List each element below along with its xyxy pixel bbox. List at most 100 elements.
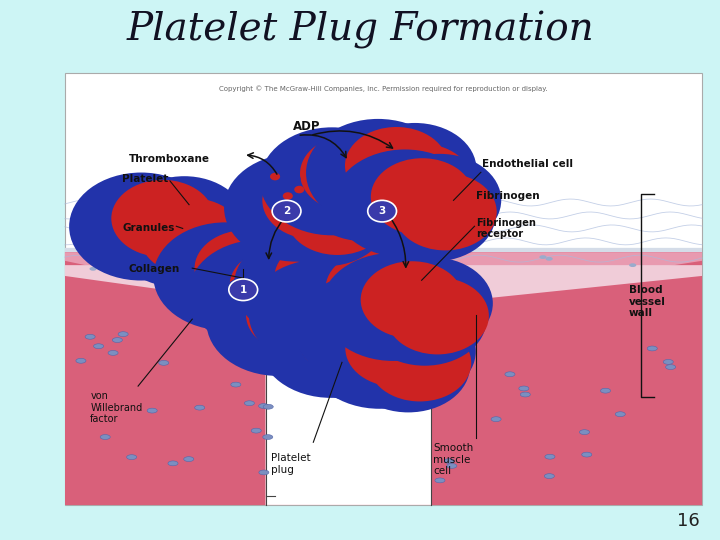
Circle shape <box>285 242 429 350</box>
Ellipse shape <box>374 342 431 374</box>
Circle shape <box>346 310 448 387</box>
Circle shape <box>297 299 400 376</box>
Circle shape <box>361 261 464 339</box>
Text: Smooth
muscle
cell: Smooth muscle cell <box>433 443 474 476</box>
Circle shape <box>394 173 497 251</box>
Circle shape <box>301 256 404 333</box>
Ellipse shape <box>147 408 157 413</box>
Ellipse shape <box>76 359 86 363</box>
Text: Granules: Granules <box>122 224 174 233</box>
Text: 3: 3 <box>379 206 386 216</box>
Circle shape <box>222 247 325 325</box>
Circle shape <box>229 279 258 301</box>
Circle shape <box>328 262 451 355</box>
Text: Thromboxane: Thromboxane <box>128 154 210 164</box>
Circle shape <box>257 265 360 342</box>
Polygon shape <box>65 265 702 304</box>
Ellipse shape <box>325 330 384 364</box>
Text: Platelet
plug: Platelet plug <box>271 453 311 475</box>
Ellipse shape <box>300 270 365 308</box>
Ellipse shape <box>582 452 592 457</box>
Circle shape <box>312 284 415 361</box>
Circle shape <box>326 152 429 230</box>
Circle shape <box>333 150 477 258</box>
Text: ADP: ADP <box>293 119 320 132</box>
Ellipse shape <box>118 332 128 336</box>
Circle shape <box>305 294 428 387</box>
Ellipse shape <box>325 166 390 205</box>
Circle shape <box>271 293 374 370</box>
Text: 2: 2 <box>283 206 290 216</box>
Circle shape <box>378 154 501 246</box>
Ellipse shape <box>108 350 118 355</box>
Ellipse shape <box>184 457 194 462</box>
Text: Platelet: Platelet <box>122 174 168 184</box>
Circle shape <box>270 158 393 251</box>
Circle shape <box>262 162 365 239</box>
Circle shape <box>296 264 419 356</box>
Ellipse shape <box>194 405 204 410</box>
Circle shape <box>293 274 437 382</box>
Circle shape <box>248 259 392 367</box>
Ellipse shape <box>272 307 336 344</box>
Ellipse shape <box>315 299 376 335</box>
Circle shape <box>346 320 470 413</box>
Circle shape <box>204 226 328 319</box>
Circle shape <box>321 314 424 391</box>
Text: 1: 1 <box>240 285 247 295</box>
Ellipse shape <box>372 158 433 195</box>
Circle shape <box>230 247 333 325</box>
Ellipse shape <box>168 461 178 466</box>
Polygon shape <box>65 248 702 306</box>
Circle shape <box>289 280 413 372</box>
Text: Platelet Plug Formation: Platelet Plug Formation <box>126 11 594 49</box>
Circle shape <box>69 173 213 281</box>
Ellipse shape <box>600 388 611 393</box>
Ellipse shape <box>546 257 553 261</box>
Text: Fibrinogen
receptor: Fibrinogen receptor <box>476 218 536 239</box>
Ellipse shape <box>93 253 100 257</box>
Ellipse shape <box>521 392 531 397</box>
Circle shape <box>371 158 474 235</box>
Circle shape <box>353 123 477 215</box>
Ellipse shape <box>387 293 450 328</box>
Circle shape <box>264 174 387 266</box>
Ellipse shape <box>219 260 287 300</box>
Ellipse shape <box>539 255 546 259</box>
Ellipse shape <box>258 470 269 475</box>
Circle shape <box>294 186 305 193</box>
Circle shape <box>334 295 458 387</box>
Ellipse shape <box>134 210 206 251</box>
Circle shape <box>286 178 389 255</box>
Ellipse shape <box>147 251 154 255</box>
Circle shape <box>153 222 297 330</box>
Circle shape <box>260 127 404 235</box>
Ellipse shape <box>665 364 675 369</box>
Circle shape <box>122 176 246 269</box>
Ellipse shape <box>519 386 529 391</box>
Ellipse shape <box>580 430 590 435</box>
Circle shape <box>287 268 390 345</box>
Circle shape <box>246 276 349 353</box>
Ellipse shape <box>112 338 122 342</box>
Circle shape <box>386 277 489 354</box>
Ellipse shape <box>89 267 96 271</box>
Circle shape <box>369 325 471 401</box>
Polygon shape <box>65 252 702 505</box>
Circle shape <box>299 309 423 402</box>
Circle shape <box>207 268 351 376</box>
Circle shape <box>363 273 487 366</box>
Ellipse shape <box>351 281 415 318</box>
Ellipse shape <box>266 256 274 260</box>
Ellipse shape <box>251 428 261 433</box>
FancyBboxPatch shape <box>65 73 702 505</box>
Circle shape <box>279 181 289 189</box>
Ellipse shape <box>290 193 349 229</box>
Ellipse shape <box>545 454 555 459</box>
Circle shape <box>233 261 356 354</box>
Circle shape <box>341 279 464 372</box>
Circle shape <box>288 199 298 206</box>
Ellipse shape <box>647 346 657 351</box>
Circle shape <box>234 231 378 339</box>
Ellipse shape <box>100 435 110 440</box>
